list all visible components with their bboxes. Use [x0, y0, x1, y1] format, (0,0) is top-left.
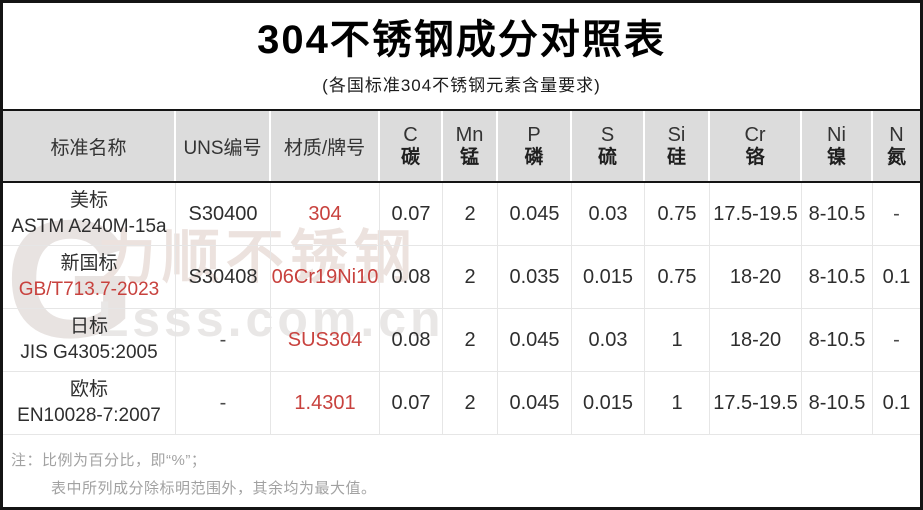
column-header-uns: UNS编号 — [176, 111, 271, 181]
column-header-grade: 材质/牌号 — [271, 111, 380, 181]
column-header-ni: Ni 镍 — [802, 111, 873, 181]
cell-standard: 日标 JIS G4305:2005 — [3, 309, 176, 371]
cell-uns: S30400 — [176, 183, 271, 245]
cell-mn: 2 — [443, 372, 498, 434]
cell-mn: 2 — [443, 309, 498, 371]
cell-p: 0.045 — [498, 183, 572, 245]
page-subtitle: (各国标准304不锈钢元素含量要求) — [322, 75, 601, 95]
table-row: 欧标 EN10028-7:2007-1.4301 0.07 2 0.045 0.015 1 1… — [3, 372, 920, 435]
cell-uns: - — [176, 309, 271, 371]
column-header-standard: 标准名称 — [3, 111, 176, 181]
cell-cr: 18-20 — [710, 246, 802, 308]
cell-si: 1 — [645, 372, 710, 434]
element-name-cn: 铬 — [745, 146, 765, 168]
table-row: 日标 JIS G4305:2005- SUS304 0.08 2 0.045 0.03 1 18… — [3, 309, 920, 372]
element-symbol: Ni — [827, 123, 846, 146]
cell-p: 0.045 — [498, 372, 572, 434]
column-header-si: Si 硅 — [645, 111, 710, 181]
element-name-cn: 硅 — [666, 146, 686, 168]
cell-c: 0.08 — [380, 309, 443, 371]
cell-p: 0.035 — [498, 246, 572, 308]
cell-s: 0.03 — [572, 309, 645, 371]
cell-si: 0.75 — [645, 246, 710, 308]
standard-code: ASTM A240M-15a — [11, 216, 167, 237]
footnotes: 注：比例为百分比，即“%”； 表中所列成分除标明范围外，其余均为最大值。 — [3, 435, 920, 503]
cell-mn: 2 — [443, 246, 498, 308]
cell-standard: 新国标 GB/T713.7-2023 — [3, 246, 176, 308]
element-name-cn: 镍 — [826, 146, 846, 168]
cell-si: 0.75 — [645, 183, 710, 245]
standard-name: 欧标 — [69, 379, 108, 401]
title-block: 304不锈钢成分对照表 (各国标准304不锈钢元素含量要求) — [3, 3, 920, 109]
table-row: 美标 ASTM A240M-15a S30400 304 0.07 2 0.045 0.03 0… — [3, 183, 920, 246]
cell-ni: 8-10.5 — [802, 246, 873, 308]
element-symbol: Si — [667, 123, 686, 146]
cell-uns: S30408 — [176, 246, 271, 308]
cell-ni: 8-10.5 — [802, 372, 873, 434]
cell-standard: 美标 ASTM A240M-15a — [3, 183, 176, 245]
cell-n: 0.1 — [882, 265, 911, 288]
cell-mn: 2 — [443, 183, 498, 245]
cell-cr: 17.5-19.5 — [710, 372, 802, 434]
column-header-mn: Mn 锰 — [443, 111, 498, 181]
note-line-2: 表中所列成分除标明范围外，其余均为最大值。 — [51, 480, 377, 497]
cell-grade: 06Cr19Ni10 — [271, 246, 380, 308]
cell-c: 0.07 — [380, 372, 443, 434]
cell-standard: 欧标 EN10028-7:2007 — [3, 372, 176, 434]
cell-grade: 1.4301 — [271, 372, 380, 434]
cell-s: 0.03 — [572, 183, 645, 245]
cell-n: 0.1 — [882, 391, 911, 414]
element-name-cn: 碳 — [400, 146, 420, 168]
table-header-row: 标准名称 UNS编号 材质/牌号 C 碳 Mn 锰 P 磷 S 硫 Si 硅 Cr 铬 Ni 镍 N 氮 — [3, 109, 920, 183]
cell-n: - — [893, 202, 900, 225]
note-line-1: 注：比例为百分比，即“%”； — [11, 452, 207, 469]
cell-p: 0.045 — [498, 309, 572, 371]
element-symbol: N — [889, 123, 904, 146]
cell-n: - — [893, 328, 900, 351]
cell-si: 1 — [645, 309, 710, 371]
cell-uns: - — [176, 372, 271, 434]
element-symbol: P — [527, 123, 541, 146]
cell-c: 0.08 — [380, 246, 443, 308]
column-header-cr: Cr 铬 — [710, 111, 802, 181]
cell-ni: 8-10.5 — [802, 183, 873, 245]
element-symbol: C — [403, 123, 418, 146]
element-symbol: Cr — [744, 123, 766, 146]
standard-code: GB/T713.7-2023 — [18, 279, 160, 300]
standard-name: 日标 — [69, 316, 108, 338]
element-name-cn: 硫 — [597, 146, 617, 168]
cell-grade: 304 — [271, 183, 380, 245]
table-row: 新国标 GB/T713.7-2023 S30408 06Cr19Ni10 0.08 2 0.… — [3, 246, 920, 309]
element-name-cn: 锰 — [459, 146, 479, 168]
cell-s: 0.015 — [572, 246, 645, 308]
element-symbol: S — [600, 123, 615, 146]
cell-cr: 17.5-19.5 — [710, 183, 802, 245]
element-name-cn: 磷 — [524, 146, 544, 168]
table-body: G 力顺不锈钢 Lsss.com.cn 美标 ASTM A240M-15a S304… — [3, 183, 920, 435]
standard-name: 新国标 — [60, 253, 118, 275]
cell-ni: 8-10.5 — [802, 309, 873, 371]
page-title: 304不锈钢成分对照表 — [257, 17, 666, 62]
element-name-cn: 氮 — [886, 146, 906, 168]
standard-code: JIS G4305:2005 — [20, 342, 158, 363]
standard-code: EN10028-7:2007 — [17, 405, 161, 426]
element-symbol: Mn — [455, 123, 484, 146]
standard-name: 美标 — [69, 190, 108, 212]
cell-c: 0.07 — [380, 183, 443, 245]
cell-cr: 18-20 — [710, 309, 802, 371]
cell-grade: SUS304 — [271, 309, 380, 371]
cell-s: 0.015 — [572, 372, 645, 434]
